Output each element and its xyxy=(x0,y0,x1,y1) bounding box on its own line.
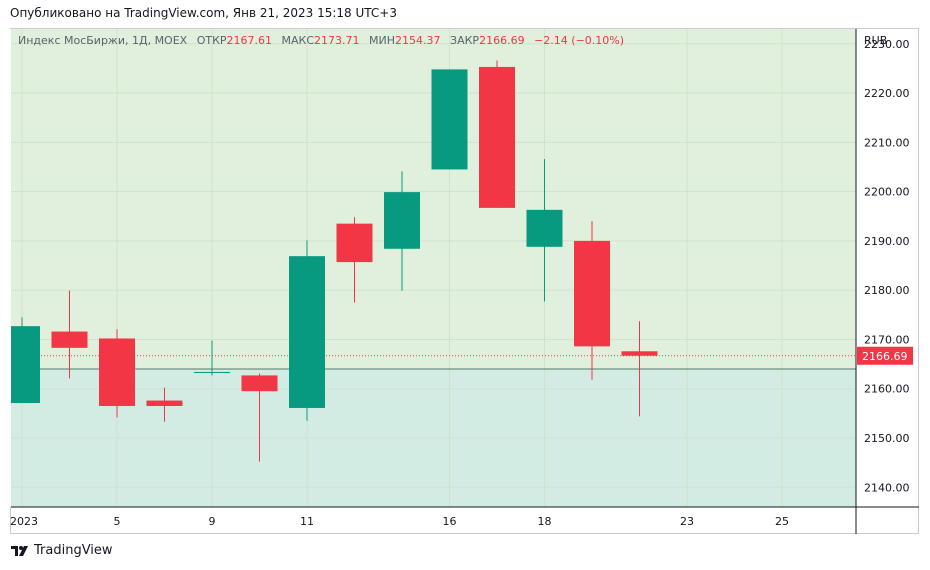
x-tick-label: 23 xyxy=(680,515,694,528)
y-tick-label: 2200.00 xyxy=(864,186,910,199)
tradingview-logo-icon xyxy=(11,545,28,556)
open-label: ОТКР xyxy=(196,34,227,47)
x-tick-label: 16 xyxy=(443,515,457,528)
candle-body-down xyxy=(336,223,373,263)
candle-body-up xyxy=(289,256,325,408)
y-tick-label: 2210.00 xyxy=(864,136,910,149)
change-value: −2.14 (−0.10%) xyxy=(534,34,625,47)
candle-body-up xyxy=(526,209,563,247)
open-value: 2167.61 xyxy=(226,34,273,47)
candle-body-down xyxy=(479,66,515,208)
candle-body-down xyxy=(99,338,135,406)
candle-body-down xyxy=(241,375,278,392)
left-mask xyxy=(0,29,11,507)
close-label: ЗАКР xyxy=(450,34,480,47)
brand-label: TradingView xyxy=(34,543,113,558)
candle-body-up xyxy=(384,192,420,249)
y-tick-label: 2170.00 xyxy=(864,333,910,346)
currency-label: RUB xyxy=(864,34,887,47)
x-tick-label: 2023 xyxy=(10,515,38,528)
high-label: МАКС xyxy=(281,34,315,47)
candle-body-down xyxy=(574,240,610,347)
x-tick-label: 18 xyxy=(538,515,552,528)
x-tick-label: 25 xyxy=(775,515,789,528)
candle-body-down xyxy=(51,331,88,348)
x-tick-label: 5 xyxy=(114,515,121,528)
candle-body-down xyxy=(621,351,658,356)
y-tick-label: 2180.00 xyxy=(864,284,910,297)
y-tick-label: 2150.00 xyxy=(864,432,910,445)
candle-body-down xyxy=(146,400,183,406)
last-price-label: 2166.69 xyxy=(862,350,908,363)
candle-body-up xyxy=(431,69,468,170)
ohlc-legend: Индекс МосБиржи, 1Д, MOEX ОТКР2167.61 МА… xyxy=(18,34,624,47)
y-tick-label: 2190.00 xyxy=(864,235,910,248)
y-tick-label: 2220.00 xyxy=(864,87,910,100)
symbol-label[interactable]: Индекс МосБиржи, 1Д, MOEX xyxy=(18,34,188,47)
low-value: 2154.37 xyxy=(395,34,441,47)
candle-body-up xyxy=(194,371,230,373)
low-label: МИН xyxy=(369,34,396,47)
high-value: 2173.71 xyxy=(314,34,360,47)
x-tick-label: 9 xyxy=(209,515,216,528)
close-value: 2166.69 xyxy=(479,34,525,47)
published-caption: Опубликовано на TradingView.com, Янв 21,… xyxy=(10,6,397,20)
last-price-badge xyxy=(857,346,913,365)
y-tick-label: 2230.00 xyxy=(864,38,910,51)
x-tick-label: 11 xyxy=(300,515,314,528)
y-tick-label: 2160.00 xyxy=(864,383,910,396)
footer-brand[interactable]: TradingView xyxy=(10,543,113,558)
y-tick-label: 2140.00 xyxy=(864,481,910,494)
